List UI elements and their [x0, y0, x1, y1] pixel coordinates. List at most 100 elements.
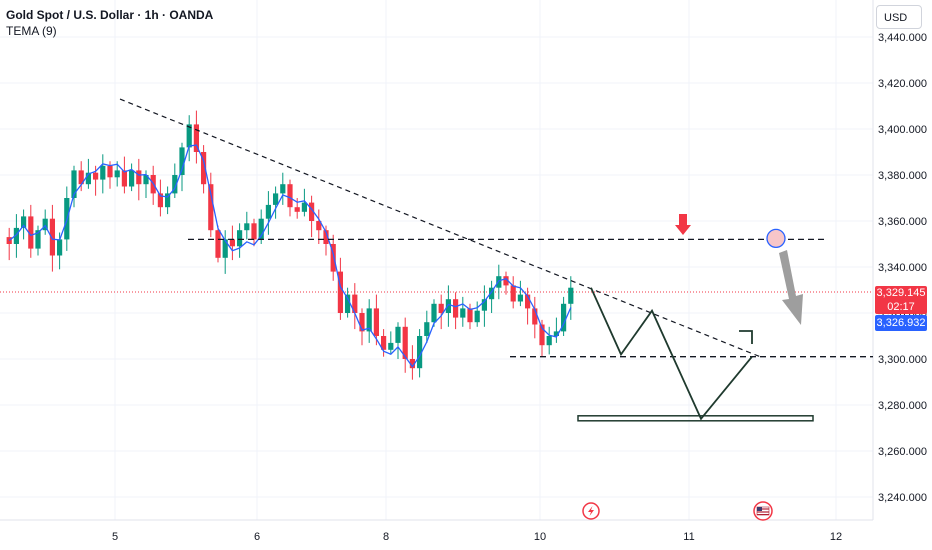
candle-up	[553, 331, 559, 336]
candle-up	[489, 287, 495, 300]
candle-up	[143, 175, 149, 185]
candle-down	[525, 294, 531, 309]
candle-up	[114, 170, 120, 178]
symbol-title[interactable]: Gold Spot / U.S. Dollar · 1h · OANDA	[6, 8, 214, 22]
candle-down	[121, 170, 127, 187]
candle-up	[568, 287, 574, 304]
candle-down	[453, 299, 459, 318]
candle-down	[294, 207, 300, 212]
candle-up	[481, 299, 487, 311]
indicator-label[interactable]: TEMA (9)	[6, 24, 57, 38]
candle-down	[28, 216, 34, 249]
time-tick-label: 11	[683, 531, 694, 543]
candle-up	[165, 193, 171, 208]
projection-arrowhead	[739, 330, 753, 344]
candle-up	[237, 230, 243, 247]
candle-down	[208, 184, 214, 231]
time-tick-label: 12	[830, 531, 842, 543]
candle-up	[366, 308, 372, 332]
candle-down	[352, 294, 358, 313]
candlestick-series	[6, 110, 574, 380]
trendline[interactable]	[119, 98, 761, 358]
price-tick-label: 3,300.000	[878, 354, 927, 366]
price-tick-label: 3,240.000	[878, 492, 927, 504]
chart-grid	[0, 0, 873, 520]
candle-down	[201, 152, 207, 185]
gray-down-arrow-icon[interactable]	[779, 250, 803, 325]
target-zone[interactable]	[577, 415, 814, 422]
event-markers	[582, 501, 773, 521]
candle-up	[345, 294, 351, 313]
price-axis[interactable]: 3,240.000 3,260.000 3,280.000 3,300.000 3,32…	[878, 32, 927, 504]
candle-up	[42, 218, 48, 231]
price-tick-label: 3,260.000	[878, 446, 927, 458]
us-flag-event-icon[interactable]	[753, 501, 773, 521]
time-axis[interactable]: 5 6 8 10 11 12	[112, 531, 842, 543]
candle-down	[330, 244, 336, 272]
candle-down	[157, 193, 163, 208]
candle-down	[359, 313, 365, 332]
candle-down	[409, 359, 415, 369]
candle-up	[424, 322, 430, 336]
candle-up	[388, 342, 394, 350]
candle-down	[93, 172, 99, 180]
candle-down	[381, 336, 387, 350]
tema-line	[8, 144, 572, 368]
candle-up	[85, 172, 91, 185]
price-tick-label: 3,280.000	[878, 400, 927, 412]
candle-up	[474, 310, 480, 323]
candle-down	[316, 221, 322, 231]
candle-up	[280, 184, 286, 194]
candle-down	[467, 308, 473, 323]
candle-down	[539, 324, 545, 346]
chart-drawings	[119, 98, 873, 422]
candle-up	[445, 299, 451, 313]
price-tick-label: 3,420.000	[878, 78, 927, 90]
candle-down	[309, 202, 315, 221]
countdown-timer: 02:17	[887, 301, 915, 313]
time-tick-label: 8	[383, 531, 389, 543]
candle-up	[265, 204, 271, 219]
candle-down	[510, 285, 516, 302]
candle-up	[395, 326, 401, 343]
candle-up	[179, 147, 185, 175]
candle-up	[222, 239, 228, 258]
currency-button[interactable]: USD	[876, 5, 922, 29]
candle-down	[215, 230, 221, 258]
time-tick-label: 10	[534, 531, 546, 543]
candle-up	[71, 170, 77, 198]
candle-up	[273, 193, 279, 205]
candle-up	[258, 218, 264, 240]
candle-up	[21, 216, 27, 228]
retest-circle[interactable]	[766, 228, 786, 249]
zigzag-projection[interactable]	[590, 287, 753, 421]
price-tick-label: 3,360.000	[878, 216, 927, 228]
candle-down	[229, 239, 235, 247]
candle-up	[244, 223, 250, 231]
candle-down	[6, 237, 12, 244]
candle-up	[35, 230, 41, 249]
tema-price-tag: 3,326.932	[875, 315, 927, 331]
candle-up	[100, 165, 106, 180]
candle-up	[13, 227, 19, 244]
sell-arrow-icon[interactable]	[675, 214, 691, 235]
candle-down	[438, 303, 444, 313]
candle-down	[78, 170, 84, 185]
candle-up	[417, 336, 423, 369]
last-price-value: 3,329.145	[876, 287, 926, 299]
candle-down	[337, 271, 343, 313]
candle-down	[107, 165, 113, 178]
candle-down	[251, 223, 257, 240]
chart-legend: Gold Spot / U.S. Dollar · 1h · OANDA TEM…	[6, 7, 213, 39]
last-price-tag: 3,329.145 02:17	[875, 286, 927, 314]
lightning-event-icon[interactable]	[582, 502, 600, 520]
price-tick-label: 3,440.000	[878, 32, 927, 44]
candle-up	[460, 308, 466, 318]
time-tick-label: 5	[112, 531, 118, 543]
price-tick-label: 3,340.000	[878, 262, 927, 274]
candle-up	[129, 170, 135, 187]
candle-up	[517, 294, 523, 302]
candle-up	[561, 303, 567, 332]
candle-down	[49, 218, 55, 256]
